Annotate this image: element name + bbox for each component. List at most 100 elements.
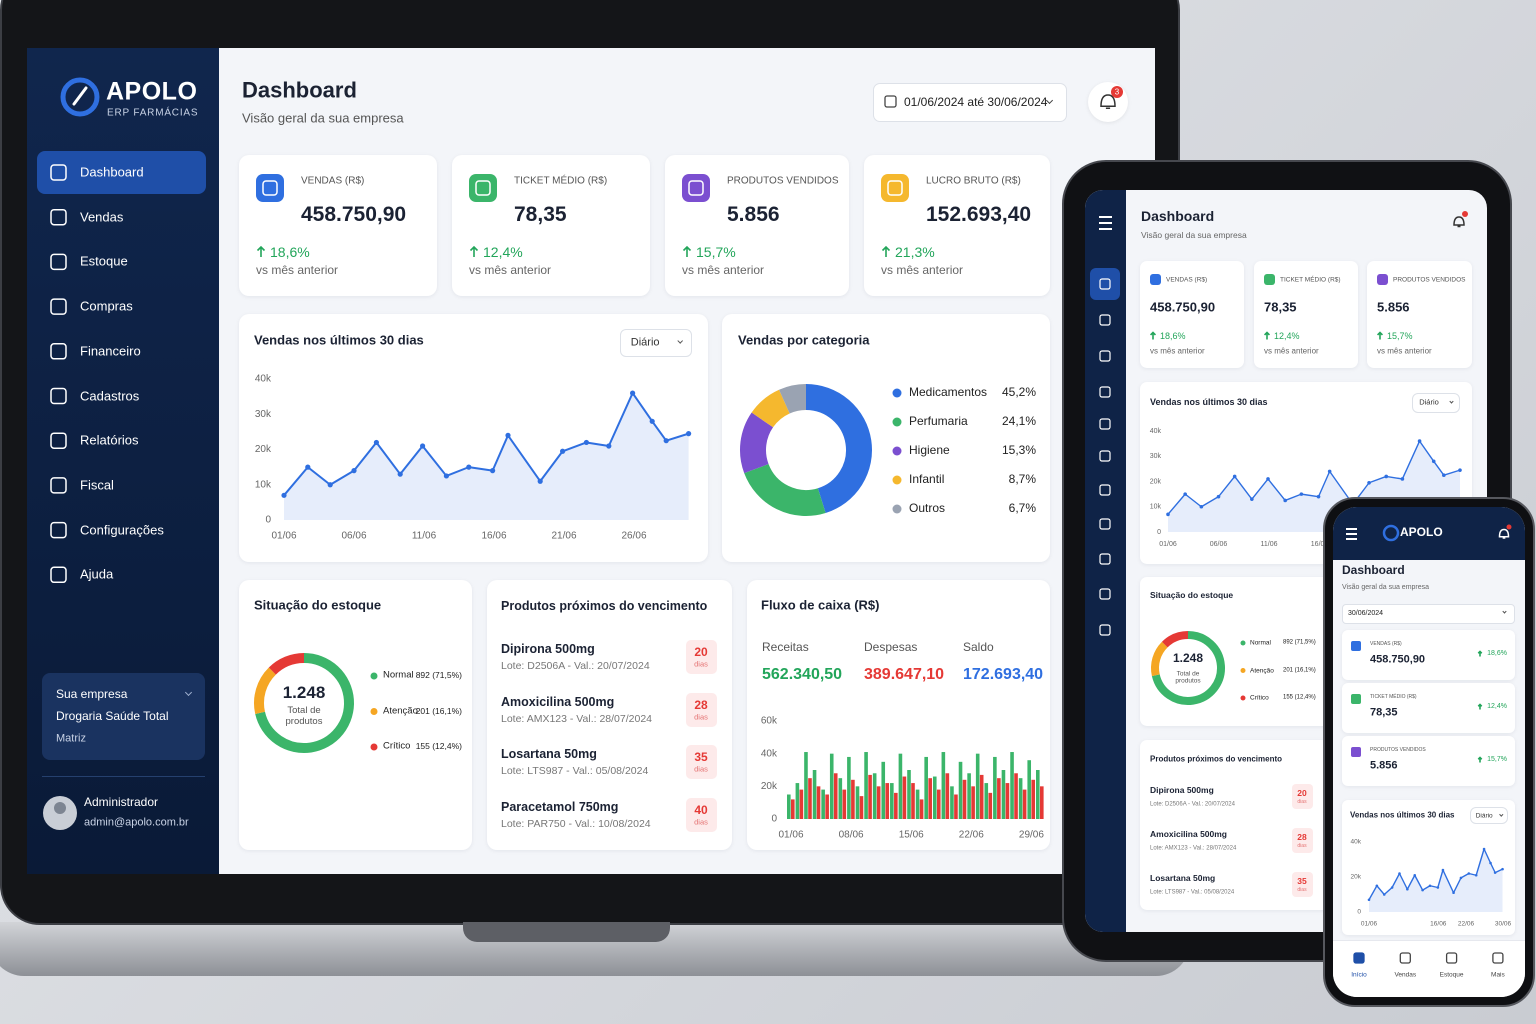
bar bbox=[833, 773, 838, 819]
period-label: Diário bbox=[1419, 397, 1439, 407]
bell-icon bbox=[1453, 216, 1465, 228]
x-tick-label: 01/06 bbox=[778, 830, 803, 841]
menu-icon bbox=[50, 432, 67, 449]
days-count: 40 bbox=[694, 802, 708, 817]
bar bbox=[928, 778, 932, 819]
summary-value: 389.647,10 bbox=[864, 665, 945, 683]
kpi-label: LUCRO BRUTO (R$) bbox=[926, 175, 1021, 187]
nav-label[interactable]: Mais bbox=[1491, 971, 1505, 979]
y-tick-label: 10k bbox=[1150, 504, 1162, 511]
kpi-note: vs mês anterior bbox=[682, 263, 765, 278]
menu-item[interactable]: Dashboard bbox=[80, 164, 144, 180]
days-count: 28 bbox=[694, 697, 708, 712]
chart-title: Situação do estoque bbox=[254, 597, 382, 613]
up-arrow bbox=[682, 245, 692, 257]
area bbox=[284, 393, 689, 520]
legend-value: 8,7% bbox=[1008, 472, 1036, 487]
kpi-label: TICKET MÉDIO (R$) bbox=[1370, 694, 1417, 701]
x-tick-label: 15/06 bbox=[899, 830, 924, 841]
up-arrow bbox=[256, 245, 266, 257]
days-badge bbox=[686, 640, 717, 674]
menu-item[interactable]: Fiscal bbox=[80, 477, 114, 493]
legend-label: Perfumaria bbox=[909, 414, 968, 429]
nav-label[interactable]: Estoque bbox=[1439, 971, 1464, 979]
point bbox=[397, 471, 403, 477]
area bbox=[1369, 849, 1503, 912]
point bbox=[630, 390, 636, 396]
menu-item[interactable]: Estoque bbox=[80, 253, 128, 269]
bar bbox=[954, 794, 958, 819]
kpi-icon bbox=[682, 174, 710, 202]
up-arrow bbox=[1477, 756, 1483, 763]
kpi-icon bbox=[1377, 274, 1388, 285]
menu-item[interactable]: Compras bbox=[80, 298, 133, 314]
bar bbox=[993, 756, 997, 819]
x-tick-label: 01/06 bbox=[271, 531, 296, 542]
user-name: Administrador bbox=[84, 795, 159, 810]
point bbox=[1501, 867, 1504, 871]
bell-icon bbox=[1498, 528, 1510, 539]
laptop-notch bbox=[463, 922, 670, 942]
days-unit: dias bbox=[1297, 887, 1307, 894]
company-box[interactable] bbox=[42, 673, 205, 760]
point bbox=[1232, 474, 1237, 479]
point bbox=[1421, 888, 1424, 892]
point bbox=[1413, 873, 1417, 877]
product-lot: Lote: LTS987 - Val.: 05/08/2024 bbox=[501, 764, 649, 777]
nav-label[interactable]: Vendas bbox=[1394, 971, 1417, 979]
kpi-note: vs mês anterior bbox=[1377, 346, 1432, 356]
summary-value: 562.340,50 bbox=[762, 665, 843, 683]
brand-name: APOLO bbox=[106, 77, 198, 106]
bar bbox=[825, 794, 829, 819]
date-range[interactable] bbox=[873, 83, 1067, 122]
x-tick-label: 30/06 bbox=[1495, 921, 1512, 928]
chart-title: Vendas nos últimos 30 dias bbox=[1350, 810, 1455, 820]
date-range[interactable] bbox=[1342, 604, 1515, 624]
kpi-value: 78,35 bbox=[1370, 706, 1398, 719]
point bbox=[1431, 459, 1436, 464]
point bbox=[1384, 474, 1389, 479]
point bbox=[1398, 872, 1401, 875]
legend-label: Normal bbox=[383, 669, 414, 681]
bar bbox=[967, 773, 971, 819]
user-email: admin@apolo.com.br bbox=[84, 816, 189, 829]
menu-item[interactable]: Relatórios bbox=[80, 432, 139, 448]
menu-item[interactable]: Ajuda bbox=[80, 566, 114, 582]
bar bbox=[997, 778, 1001, 819]
point bbox=[1489, 861, 1492, 865]
bar bbox=[958, 761, 963, 819]
chart-title: Fluxo de caixa (R$) bbox=[761, 597, 880, 613]
days-badge bbox=[686, 745, 717, 779]
menu-icon bbox=[50, 477, 67, 494]
product-lot: Lote: AMX123 - Val.: 28/07/2024 bbox=[501, 712, 652, 725]
summary-value: 172.693,40 bbox=[963, 665, 1044, 683]
menu-item[interactable]: Configurações bbox=[80, 522, 164, 538]
stock-caption: Total de produtos bbox=[285, 705, 323, 727]
days-unit: dias bbox=[694, 659, 708, 669]
point bbox=[606, 443, 612, 449]
menu-item[interactable]: Cadastros bbox=[80, 388, 140, 404]
menu-icon bbox=[50, 208, 67, 226]
point bbox=[1283, 498, 1287, 503]
nav-icon bbox=[1099, 278, 1111, 290]
period-select[interactable] bbox=[620, 329, 692, 357]
bar bbox=[945, 773, 950, 819]
kpi-note: vs mês anterior bbox=[469, 263, 552, 278]
chart-title: Situação do estoque bbox=[1150, 590, 1234, 601]
menu-item[interactable]: Vendas bbox=[80, 209, 124, 225]
point bbox=[1327, 469, 1332, 474]
period-select[interactable] bbox=[1412, 393, 1460, 413]
x-tick-label: 01/06 bbox=[1361, 921, 1378, 928]
bar bbox=[842, 789, 847, 819]
up-arrow bbox=[1477, 650, 1483, 657]
point bbox=[1183, 492, 1187, 496]
bar bbox=[787, 794, 791, 819]
point bbox=[490, 468, 496, 474]
logo-ring bbox=[60, 77, 100, 117]
nav-label[interactable]: Início bbox=[1351, 971, 1367, 979]
days-count: 35 bbox=[1297, 876, 1307, 887]
bar bbox=[898, 753, 903, 819]
product-lot: Lote: PAR750 - Val.: 10/08/2024 bbox=[501, 817, 651, 830]
period-select[interactable] bbox=[1470, 807, 1508, 824]
menu-item[interactable]: Financeiro bbox=[80, 343, 141, 359]
